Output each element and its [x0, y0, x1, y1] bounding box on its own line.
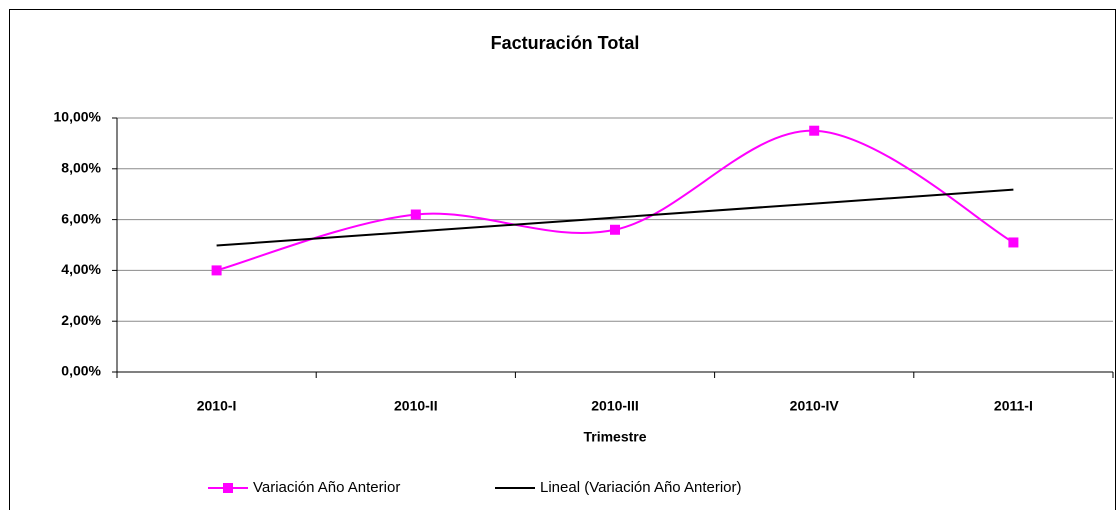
x-tick-label: 2010-IV — [790, 398, 840, 414]
x-tick-label: 2010-II — [394, 398, 438, 414]
marker — [1008, 237, 1019, 248]
y-tick-label: 6,00% — [61, 210, 101, 226]
marker — [610, 224, 620, 235]
chart-title: Facturación Total — [491, 33, 640, 53]
legend-marker — [223, 483, 233, 493]
x-tick-label: 2011-I — [994, 398, 1033, 414]
marker — [410, 209, 421, 220]
chart-border — [9, 9, 1116, 510]
x-tick-label: 2010-III — [591, 398, 638, 414]
x-tick-label: 2010-I — [197, 398, 237, 414]
legend-label: Lineal (Variación Año Anterior) — [540, 479, 742, 496]
y-tick-label: 4,00% — [61, 261, 101, 277]
marker — [809, 125, 820, 136]
series-line — [216, 188, 1014, 247]
x-axis-label: Trimestre — [583, 429, 646, 445]
y-tick-label: 8,00% — [61, 160, 101, 176]
marker — [211, 265, 222, 276]
y-tick-label: 0,00% — [61, 363, 101, 379]
y-tick-label: 2,00% — [61, 312, 101, 328]
y-tick-label: 10,00% — [54, 109, 102, 125]
legend-label: Variación Año Anterior — [253, 479, 400, 496]
